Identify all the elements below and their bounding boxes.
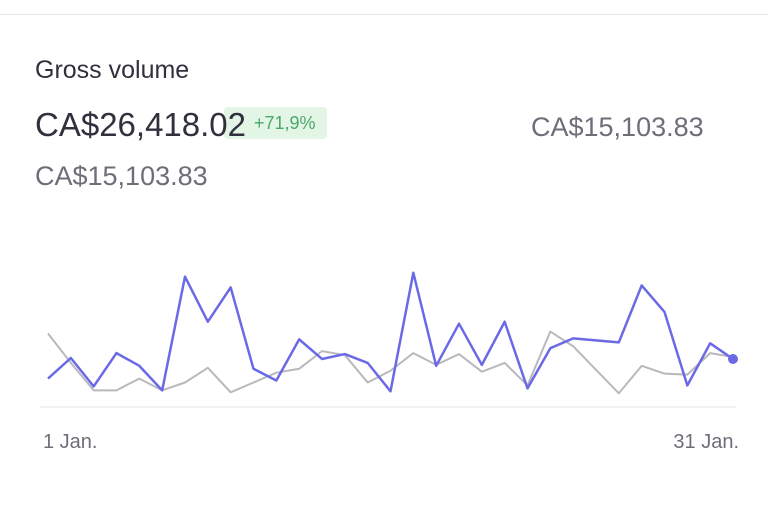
card-title: Gross volume [35, 56, 190, 84]
x-tick-label: 31 Jan. [673, 431, 739, 453]
compare-amount: CA$15,103.83 [531, 112, 704, 142]
amount: CA$26,418.02 [35, 106, 247, 143]
x-tick-label: 1 Jan. [43, 431, 97, 453]
top-border [0, 14, 768, 15]
series-line [47, 330, 734, 395]
previous-amount: CA$15,103.83 [35, 161, 208, 191]
series-line [47, 271, 734, 393]
end-dot [728, 353, 738, 364]
change-badge: +71,9% [224, 107, 327, 139]
